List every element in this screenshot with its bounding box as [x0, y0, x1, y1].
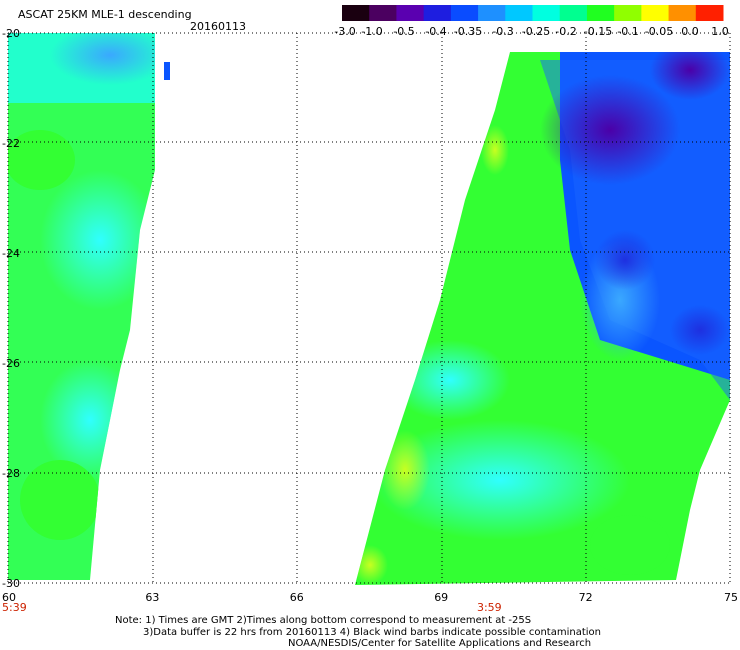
lat-tick-label: -24 [2, 247, 20, 260]
colorbar-segment [369, 5, 397, 21]
colorbar-tick-label: -1.0 [361, 25, 382, 38]
grid-lines [7, 32, 731, 584]
colorbar-tick-label: -0.25 [522, 25, 550, 38]
lat-tick-labels: -20 -22 -24 -26 -28 -30 [2, 27, 20, 590]
map-date: 20160113 [190, 20, 246, 33]
colorbar [342, 5, 724, 21]
lat-tick-label: -30 [2, 577, 20, 590]
colorbar-segment [532, 5, 561, 21]
note-line-3: NOAA/NESDIS/Center for Satellite Applica… [288, 638, 592, 649]
lon-tick-label: 72 [579, 591, 593, 604]
colorbar-tick-label: -0.35 [454, 25, 482, 38]
colorbar-tick-label: -0.1 [617, 25, 638, 38]
colorbar-tick-label: -0.4 [425, 25, 446, 38]
left-swath [8, 33, 155, 580]
colorbar-tick-label: -0.15 [584, 25, 612, 38]
lat-tick-label: -22 [2, 137, 20, 150]
colorbar-segment [695, 5, 724, 21]
lat-tick-label: -28 [2, 467, 20, 480]
lon-tick-label: 69 [434, 591, 448, 604]
colorbar-tick-label: -0.2 [555, 25, 576, 38]
colorbar-tick-label: -0.5 [393, 25, 414, 38]
colorbar-segment [559, 5, 588, 21]
colorbar-segment [450, 5, 479, 21]
colorbar-segment [505, 5, 533, 21]
left-blue-pixel [164, 62, 170, 80]
note-line-2: 3)Data buffer is 22 hrs from 20160113 4)… [143, 627, 601, 638]
colorbar-labels: -3.0 -1.0 -0.5 -0.4 -0.35 -0.3 -0.25 -0.2 -0.15-… [334, 25, 728, 38]
colorbar-segment [423, 5, 452, 21]
colorbar-segment [478, 5, 506, 21]
lon-tick-label: 63 [145, 591, 159, 604]
colorbar-segment [586, 5, 615, 21]
colorbar-segment [342, 5, 370, 21]
colorbar-tick-label: -0.3 [492, 25, 513, 38]
lon-tick-label: 60 [2, 591, 16, 604]
colorbar-tick-label: 0.0 [681, 25, 699, 38]
note-line-1: Note: 1) Times are GMT 2)Times along bot… [115, 615, 532, 626]
lon-tick-labels: 60 63 66 69 72 75 [2, 591, 738, 604]
colorbar-tick-label: -3.0 [334, 25, 355, 38]
map-title: ASCAT 25KM MLE-1 descending [18, 8, 192, 21]
right-swath [355, 52, 730, 585]
lon-tick-label: 66 [290, 591, 304, 604]
pass-time-labels: 5:39 3:59 [2, 601, 502, 614]
colorbar-segment [668, 5, 697, 21]
colorbar-segment [641, 5, 670, 21]
colorbar-tick-label: -0.05 [645, 25, 673, 38]
lon-tick-label: 75 [724, 591, 738, 604]
colorbar-segment [614, 5, 642, 21]
colorbar-segment [396, 5, 425, 21]
lat-tick-label: -20 [2, 27, 20, 40]
colorbar-tick-label: 1.0 [711, 25, 729, 38]
pass-time-label: 5:39 [2, 601, 27, 614]
pass-time-label: 3:59 [477, 601, 502, 614]
lat-tick-label: -26 [2, 357, 20, 370]
